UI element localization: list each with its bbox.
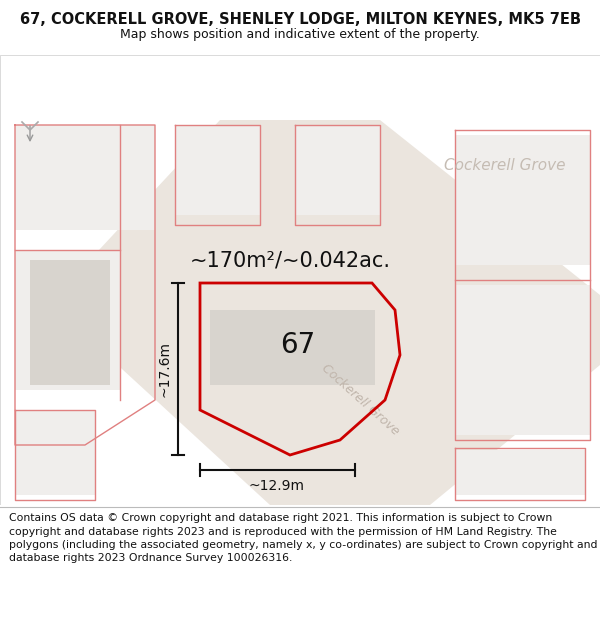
Polygon shape [15,250,120,390]
Polygon shape [455,285,590,435]
Polygon shape [30,260,110,385]
Polygon shape [0,55,600,505]
Polygon shape [15,125,155,230]
Text: 67, COCKERELL GROVE, SHENLEY LODGE, MILTON KEYNES, MK5 7EB: 67, COCKERELL GROVE, SHENLEY LODGE, MILT… [19,12,581,27]
Text: Map shows position and indicative extent of the property.: Map shows position and indicative extent… [120,28,480,41]
Text: Contains OS data © Crown copyright and database right 2021. This information is : Contains OS data © Crown copyright and d… [9,513,598,563]
Polygon shape [295,125,380,215]
Text: ~17.6m: ~17.6m [157,341,171,397]
Polygon shape [455,450,585,495]
Text: Cockerell Grove: Cockerell Grove [444,158,566,172]
Polygon shape [455,135,590,265]
Polygon shape [210,310,375,385]
Polygon shape [15,410,95,495]
Polygon shape [175,125,260,215]
Text: ~12.9m: ~12.9m [249,479,305,493]
Polygon shape [85,120,600,505]
Text: ~170m²/~0.042ac.: ~170m²/~0.042ac. [190,250,391,270]
Text: 67: 67 [280,331,316,359]
Text: Cockerell Grove: Cockerell Grove [319,362,401,438]
